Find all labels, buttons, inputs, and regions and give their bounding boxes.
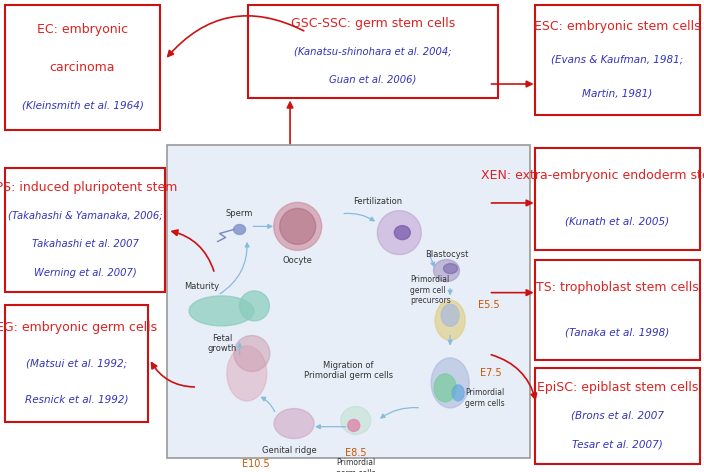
FancyBboxPatch shape: [535, 368, 700, 464]
Circle shape: [239, 291, 270, 321]
Ellipse shape: [189, 296, 254, 326]
FancyBboxPatch shape: [535, 148, 700, 250]
Text: Maturity: Maturity: [184, 282, 219, 291]
Text: E10.5: E10.5: [242, 459, 270, 469]
Text: Fertilization: Fertilization: [353, 197, 402, 206]
Ellipse shape: [452, 385, 464, 401]
Ellipse shape: [341, 406, 371, 434]
Text: Tesar et al. 2007): Tesar et al. 2007): [572, 439, 663, 450]
Text: Takahashi et al. 2007: Takahashi et al. 2007: [32, 239, 139, 249]
Text: (Takahashi & Yamanaka, 2006;: (Takahashi & Yamanaka, 2006;: [8, 211, 163, 221]
Text: Primordial
germ cells: Primordial germ cells: [465, 388, 505, 408]
Ellipse shape: [434, 374, 456, 402]
FancyBboxPatch shape: [248, 5, 498, 98]
FancyBboxPatch shape: [167, 145, 530, 458]
Text: (Matsui et al. 1992;: (Matsui et al. 1992;: [26, 359, 127, 369]
FancyBboxPatch shape: [535, 260, 700, 360]
Text: Sperm: Sperm: [226, 209, 253, 218]
Text: (Kunath et al. 2005): (Kunath et al. 2005): [565, 217, 670, 227]
Text: EG: embryonic germ cells: EG: embryonic germ cells: [0, 321, 157, 334]
Ellipse shape: [435, 300, 465, 340]
Text: (Evans & Kaufman, 1981;: (Evans & Kaufman, 1981;: [551, 55, 684, 65]
Ellipse shape: [234, 225, 246, 235]
Text: Fetal
growth: Fetal growth: [207, 334, 237, 353]
Circle shape: [274, 202, 322, 250]
Text: E5.5: E5.5: [478, 300, 500, 310]
FancyBboxPatch shape: [5, 305, 148, 422]
Text: Resnick et al. 1992): Resnick et al. 1992): [25, 394, 128, 404]
Text: Genital ridge: Genital ridge: [262, 446, 316, 455]
Text: Martin, 1981): Martin, 1981): [582, 88, 653, 98]
FancyBboxPatch shape: [535, 5, 700, 115]
Text: EpiSC: epiblast stem cells: EpiSC: epiblast stem cells: [537, 381, 698, 394]
Text: Werning et al. 2007): Werning et al. 2007): [34, 268, 137, 278]
Ellipse shape: [431, 358, 469, 408]
Text: (Kanatsu-shinohara et al. 2004;: (Kanatsu-shinohara et al. 2004;: [294, 47, 452, 57]
Text: XEN: extra-embryonic endoderm stem cells: XEN: extra-embryonic endoderm stem cells: [481, 169, 704, 183]
Text: Migration of
Primordial germ cells: Migration of Primordial germ cells: [304, 361, 393, 380]
Circle shape: [234, 336, 270, 371]
Text: (Kleinsmith et al. 1964): (Kleinsmith et al. 1964): [22, 101, 144, 111]
Text: E8.5: E8.5: [345, 448, 367, 458]
Circle shape: [348, 420, 360, 431]
Text: E7.5: E7.5: [480, 368, 502, 378]
Text: ESC: embryonic stem cells: ESC: embryonic stem cells: [534, 20, 700, 33]
Ellipse shape: [434, 260, 460, 282]
Text: Primordial
germ cells: Primordial germ cells: [336, 458, 375, 472]
Ellipse shape: [274, 409, 314, 438]
Text: GSC-SSC: germ stem cells: GSC-SSC: germ stem cells: [291, 17, 455, 30]
Text: IPS: induced pluripotent stem: IPS: induced pluripotent stem: [0, 181, 177, 194]
Ellipse shape: [227, 346, 267, 401]
Text: Oocyte: Oocyte: [283, 256, 313, 265]
Text: Blastocyst: Blastocyst: [425, 250, 468, 259]
Text: Primordial
germ cell
precursors: Primordial germ cell precursors: [410, 275, 451, 305]
Circle shape: [279, 208, 315, 244]
Ellipse shape: [394, 226, 410, 240]
Circle shape: [377, 211, 421, 254]
Text: (Brons et al. 2007: (Brons et al. 2007: [571, 411, 664, 421]
Text: (Tanaka et al. 1998): (Tanaka et al. 1998): [565, 328, 670, 337]
Text: TS: trophoblast stem cells: TS: trophoblast stem cells: [536, 281, 699, 294]
Text: carcinoma: carcinoma: [50, 61, 115, 74]
FancyBboxPatch shape: [5, 5, 160, 130]
Text: EC: embryonic: EC: embryonic: [37, 23, 128, 36]
Ellipse shape: [444, 263, 458, 274]
FancyBboxPatch shape: [5, 168, 165, 292]
Text: Guan et al. 2006): Guan et al. 2006): [329, 74, 417, 84]
Ellipse shape: [441, 304, 459, 326]
